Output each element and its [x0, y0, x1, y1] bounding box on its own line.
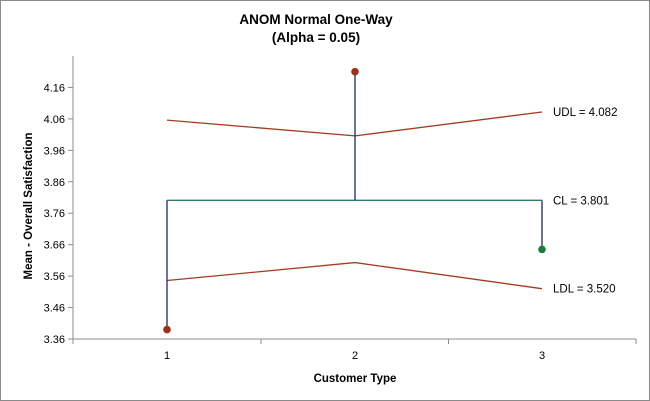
x-axis-title: Customer Type — [314, 373, 397, 385]
y-tick-label: 4.06 — [44, 114, 65, 126]
y-tick-label: 3.76 — [44, 208, 65, 220]
y-tick-label: 3.96 — [44, 145, 65, 157]
x-tick-label: 3 — [539, 350, 545, 362]
y-tick-label: 3.46 — [44, 303, 65, 315]
plot-area: 3.36 3.46 3.56 3.66 3.76 3.86 3.96 4.06 4.16 1 2 3 U… — [44, 56, 637, 362]
mean-point-3 — [538, 245, 546, 254]
y-tick-label: 3.66 — [44, 240, 65, 252]
y-tick-label: 3.36 — [44, 334, 65, 346]
x-tick-label: 1 — [164, 350, 170, 362]
ldl-label: LDL = 3.520 — [553, 284, 616, 296]
cl-label: CL = 3.801 — [553, 195, 609, 207]
chart-subtitle: (Alpha = 0.05) — [272, 30, 360, 45]
mean-point-2 — [351, 67, 359, 76]
udl-label: UDL = 4.082 — [553, 107, 617, 119]
lower-decision-limit-line — [166, 261, 543, 290]
y-tick-label: 3.56 — [44, 271, 65, 283]
mean-point-1 — [163, 325, 171, 334]
chart-title: ANOM Normal One-Way — [239, 12, 393, 27]
x-tick-label: 2 — [352, 350, 358, 362]
y-tick-label: 4.16 — [44, 82, 65, 94]
y-axis-title: Mean - Overall Satisfaction — [23, 133, 35, 280]
y-tick-label: 3.86 — [44, 177, 65, 189]
